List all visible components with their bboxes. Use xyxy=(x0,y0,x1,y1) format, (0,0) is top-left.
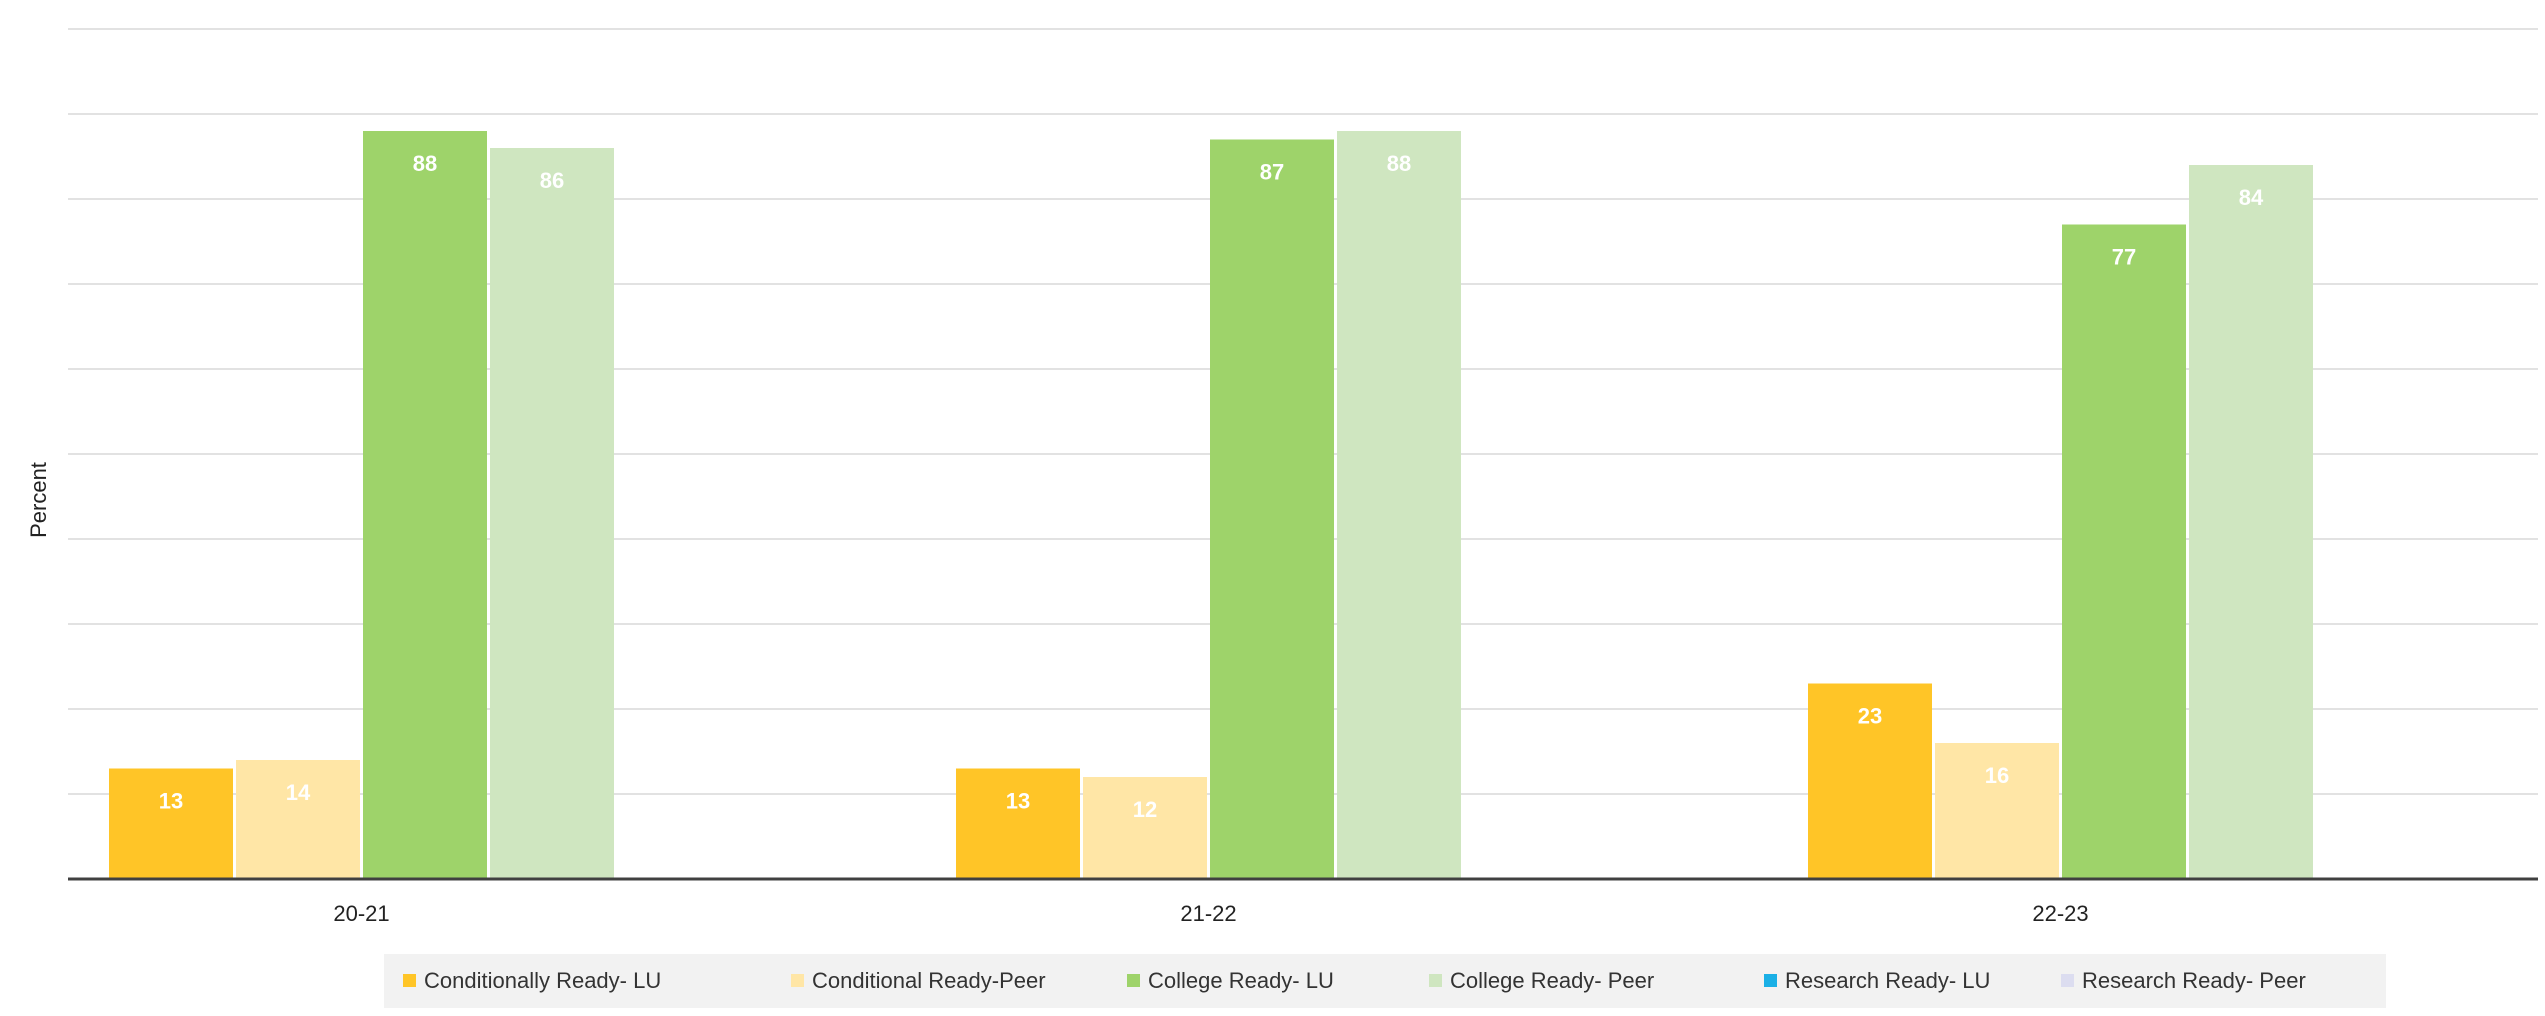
bar xyxy=(236,760,360,879)
data-label: 77 xyxy=(2112,245,2136,270)
x-tick-labels: 20-21 21-22 22-23 xyxy=(333,901,2088,926)
legend-label: Research Ready- Peer xyxy=(2082,968,2306,993)
legend-swatch xyxy=(1127,974,1140,987)
x-tick-label: 22-23 xyxy=(2032,901,2088,926)
bar xyxy=(1935,743,2059,879)
data-label: 87 xyxy=(1260,160,1284,185)
bar xyxy=(363,131,487,879)
legend-label: Research Ready- LU xyxy=(1785,968,1990,993)
legend-label: College Ready- LU xyxy=(1148,968,1334,993)
bars xyxy=(109,131,2313,879)
legend-item: Conditional Ready-Peer xyxy=(791,968,1046,993)
bar xyxy=(1210,139,1334,879)
data-label: 88 xyxy=(1387,151,1411,176)
data-label: 12 xyxy=(1133,797,1157,822)
legend-label: Conditional Ready-Peer xyxy=(812,968,1046,993)
data-label: 86 xyxy=(540,168,564,193)
data-label: 16 xyxy=(1985,763,2009,788)
data-label: 88 xyxy=(413,151,437,176)
legend-item: College Ready- Peer xyxy=(1429,968,1654,993)
x-tick-label: 21-22 xyxy=(1180,901,1236,926)
legend-swatch xyxy=(1429,974,1442,987)
legend-item: Research Ready- LU xyxy=(1764,968,1990,993)
data-label: 14 xyxy=(286,780,311,805)
bar xyxy=(2189,165,2313,879)
data-label: 84 xyxy=(2239,185,2264,210)
legend-item: Research Ready- Peer xyxy=(2061,968,2306,993)
bar xyxy=(1083,777,1207,879)
bar xyxy=(1808,683,1932,879)
data-label: 23 xyxy=(1858,704,1882,729)
x-tick-label: 20-21 xyxy=(333,901,389,926)
legend-item: College Ready- LU xyxy=(1127,968,1334,993)
data-label: 13 xyxy=(159,789,183,814)
bar xyxy=(956,768,1080,879)
y-axis-title: Percent xyxy=(26,462,51,538)
bar xyxy=(490,148,614,879)
legend-label: College Ready- Peer xyxy=(1450,968,1654,993)
legend-swatch xyxy=(403,974,416,987)
legend-swatch xyxy=(2061,974,2074,987)
data-labels: 13 13 23 14 12 16 88 87 77 86 88 84 xyxy=(159,151,2264,822)
legend-background xyxy=(384,954,2386,1008)
legend-swatch xyxy=(1764,974,1777,987)
bar xyxy=(109,768,233,879)
legend-item: Conditionally Ready- LU xyxy=(403,968,661,993)
legend-swatch xyxy=(791,974,804,987)
legend: Conditionally Ready- LU Conditional Ready… xyxy=(384,954,2386,1008)
bar xyxy=(2062,224,2186,879)
legend-label: Conditionally Ready- LU xyxy=(424,968,661,993)
bar xyxy=(1337,131,1461,879)
data-label: 13 xyxy=(1006,789,1030,814)
